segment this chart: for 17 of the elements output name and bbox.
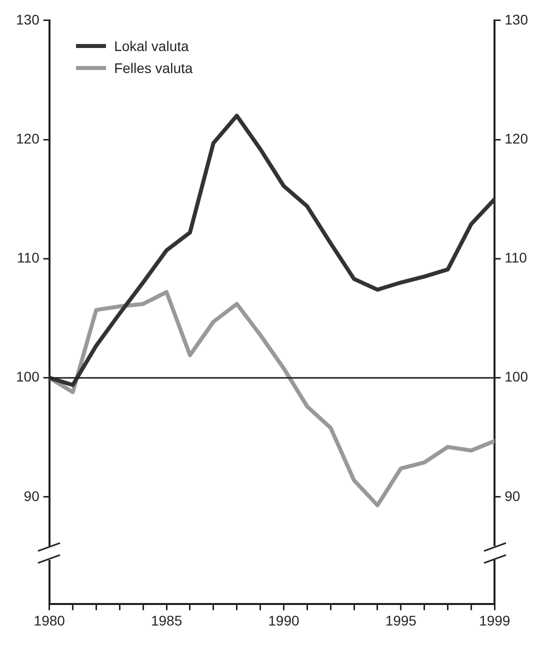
x-tick-label: 1990: [268, 612, 300, 628]
y-tick-label: 120: [16, 130, 40, 146]
y-tick-label: 90: [24, 488, 40, 504]
x-tick-label: 1985: [150, 612, 182, 628]
x-tick-label: 1999: [479, 612, 510, 628]
legend-label: Felles valuta: [114, 60, 193, 76]
y2-tick-label: 110: [504, 250, 528, 266]
y-tick-label: 100: [16, 368, 40, 385]
y2-tick-label: 120: [504, 130, 528, 146]
y-tick-label: 110: [17, 250, 40, 266]
y2-tick-label: 130: [504, 11, 528, 28]
x-tick-label: 1980: [34, 612, 66, 628]
legend-label: Lokal valuta: [114, 38, 189, 54]
x-tick-label: 1995: [385, 612, 417, 628]
y-tick-label: 130: [16, 11, 40, 28]
y2-tick-label: 100: [504, 368, 528, 385]
y2-tick-label: 90: [504, 488, 520, 504]
